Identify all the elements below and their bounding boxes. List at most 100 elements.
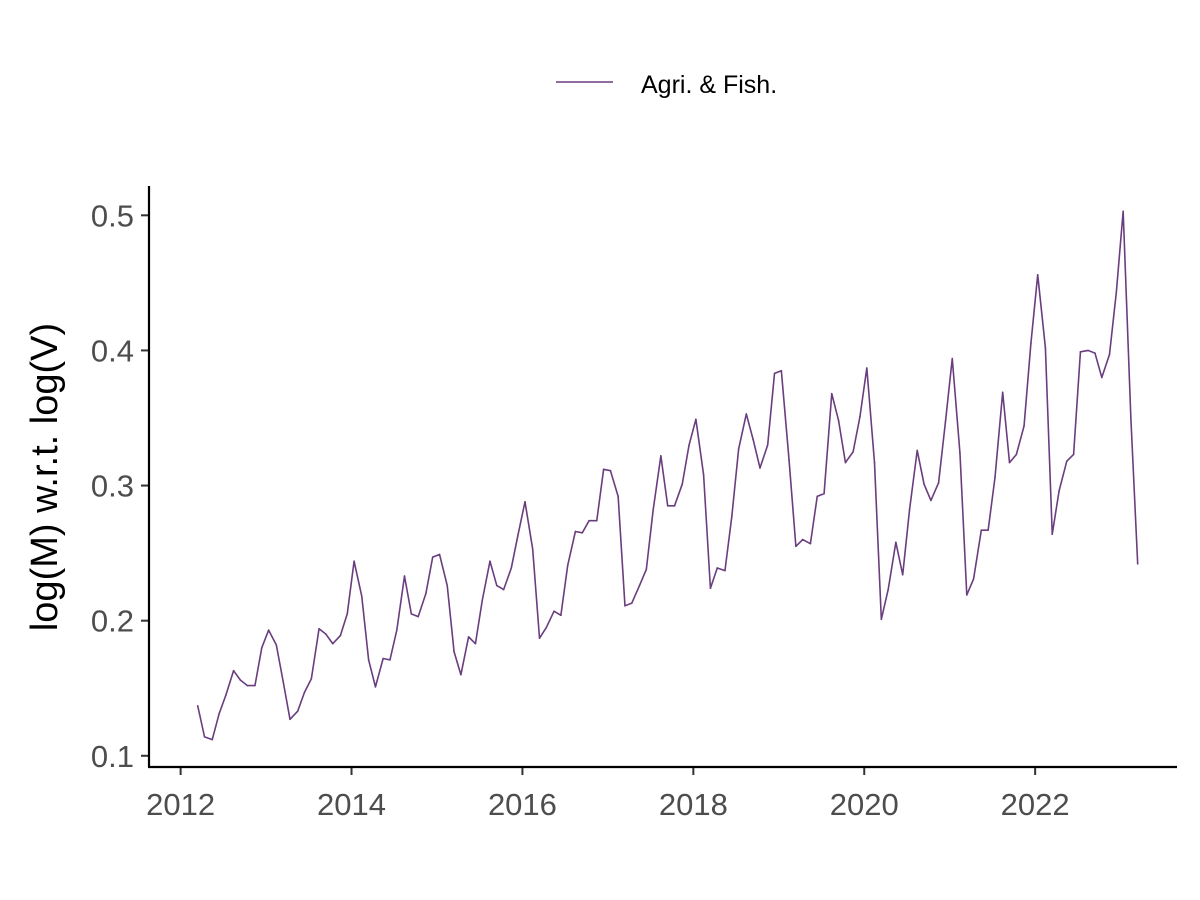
data-point: [367, 659, 370, 661]
data-point: [331, 642, 334, 645]
data-point: [403, 575, 406, 577]
data-point: [1008, 461, 1011, 464]
data-point: [382, 657, 384, 660]
data-point: [916, 449, 919, 452]
data-point: [1058, 490, 1060, 492]
data-point: [225, 694, 227, 696]
data-point: [681, 483, 684, 486]
data-point: [673, 505, 676, 507]
data-point: [396, 629, 398, 631]
data-point: [438, 553, 441, 556]
data-point: [1023, 425, 1025, 427]
data-point: [801, 538, 804, 541]
x-tick-label: 2014: [317, 787, 386, 822]
data-point: [489, 560, 491, 563]
data-point: [695, 418, 697, 421]
data-point: [524, 500, 526, 503]
data-point: [431, 556, 434, 558]
data-point: [788, 459, 790, 461]
data-point: [624, 605, 626, 607]
data-point: [930, 499, 932, 502]
data-point: [239, 679, 242, 681]
data-point: [1065, 460, 1068, 463]
y-tick-label: 0.1: [91, 739, 134, 774]
data-point: [972, 577, 975, 580]
data-point: [1036, 273, 1039, 276]
data-point: [645, 568, 648, 571]
data-point: [346, 613, 349, 615]
data-point: [261, 646, 263, 649]
data-point: [837, 419, 840, 422]
data-point: [538, 637, 541, 640]
data-point: [446, 584, 449, 587]
data-point: [502, 588, 505, 591]
data-point: [809, 542, 812, 545]
data-point: [987, 529, 989, 531]
data-point: [595, 519, 598, 522]
data-point: [773, 372, 776, 375]
data-point: [1051, 533, 1054, 535]
x-tick-label: 2020: [830, 787, 899, 822]
data-point: [196, 704, 199, 707]
y-tick-label: 0.3: [91, 469, 134, 504]
data-point: [745, 413, 748, 415]
data-point: [795, 545, 797, 548]
data-point: [660, 455, 662, 457]
data-point: [944, 421, 947, 423]
x-tick-label: 2022: [1001, 787, 1070, 822]
data-point: [318, 627, 320, 630]
data-point: [609, 469, 612, 472]
y-tick-label: 0.4: [91, 333, 134, 368]
data-point: [873, 461, 876, 464]
data-point: [1094, 352, 1096, 354]
data-point: [211, 738, 214, 741]
y-tick-label: 0.5: [91, 198, 134, 233]
data-point: [1108, 353, 1111, 356]
data-point: [246, 684, 249, 687]
data-point: [353, 560, 355, 563]
data-point: [218, 713, 220, 715]
data-point: [759, 467, 761, 469]
data-point: [545, 626, 548, 629]
y-axis-title: log(M) w.r.t. log(V): [24, 323, 66, 631]
data-point: [859, 415, 861, 418]
data-point: [510, 567, 513, 569]
data-point: [289, 718, 291, 721]
data-point: [203, 736, 206, 738]
data-point: [1115, 291, 1118, 294]
data-point: [581, 532, 584, 534]
data-point: [310, 677, 313, 680]
data-point: [652, 509, 654, 511]
data-point: [823, 492, 825, 495]
data-point: [830, 392, 833, 395]
data-point: [1136, 563, 1139, 565]
data-point: [410, 613, 413, 615]
data-point: [453, 650, 455, 653]
data-point: [887, 588, 889, 591]
data-point: [588, 519, 590, 522]
data-point: [574, 530, 577, 533]
data-point: [481, 599, 484, 602]
data-point: [766, 444, 769, 446]
y-axis-ticks: 0.1 0.2 0.3 0.4 0.5: [91, 198, 149, 774]
data-points: [196, 210, 1139, 741]
data-point: [602, 468, 605, 471]
data-point: [737, 448, 740, 450]
data-point: [1044, 346, 1047, 349]
data-point: [965, 594, 968, 596]
data-point: [908, 509, 911, 511]
data-point: [980, 529, 983, 531]
data-point: [1001, 391, 1004, 394]
data-point: [1079, 350, 1082, 353]
data-point: [780, 369, 783, 372]
series-line-agri-fish: [196, 210, 1139, 741]
data-point: [844, 461, 847, 464]
data-point: [959, 452, 961, 454]
data-point: [638, 584, 641, 587]
data-point: [531, 548, 534, 550]
data-point: [566, 564, 569, 567]
data-point: [724, 569, 726, 572]
legend: Agri. & Fish.: [556, 71, 777, 99]
data-point: [895, 541, 897, 544]
